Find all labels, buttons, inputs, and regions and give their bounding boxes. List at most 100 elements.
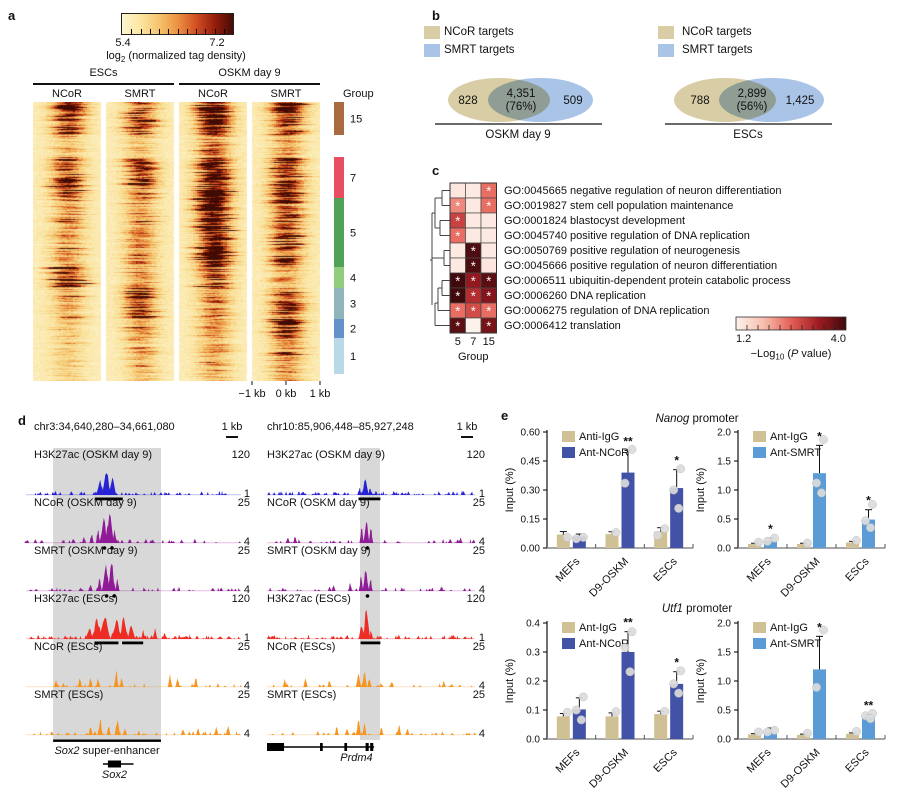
- svg-text:GO:0045666 positive regulation: GO:0045666 positive regulation of neuron…: [504, 260, 777, 272]
- svg-text:25: 25: [473, 641, 485, 653]
- escs-underline: [33, 83, 174, 85]
- smrt-targets-label-2: SMRT targets: [682, 44, 753, 56]
- svg-text:120: 120: [232, 593, 250, 605]
- svg-text:Nanog promoter: Nanog promoter: [655, 413, 738, 425]
- svg-text:1 kb: 1 kb: [457, 421, 478, 433]
- svg-text:NCoR (ESCs): NCoR (ESCs): [267, 641, 335, 653]
- panel-d-label: d: [18, 413, 26, 428]
- venn-diagrams: 828 4,351(76%) 509 OSKM day 9 788 2,899(56%) 1…: [435, 78, 832, 141]
- svg-text:1.5: 1.5: [717, 457, 731, 468]
- svg-text:H3K27ac (OSKM day 9): H3K27ac (OSKM day 9): [267, 449, 385, 461]
- svg-text:GO:0006260 DNA replication: GO:0006260 DNA replication: [504, 290, 646, 302]
- svg-text:*: *: [486, 319, 491, 334]
- svg-text:1.0: 1.0: [717, 486, 731, 497]
- svg-text:SMRT (OSKM day 9): SMRT (OSKM day 9): [267, 545, 371, 557]
- svg-text:*: *: [455, 319, 460, 334]
- svg-text:4: 4: [244, 728, 250, 740]
- smrt-targets-label: SMRT targets: [444, 44, 515, 56]
- panel-c-label: c: [432, 163, 440, 178]
- caption-rest: (normalized tag density): [125, 50, 246, 62]
- group-color-bar: 15 7 5 4 3 2 1: [334, 102, 362, 374]
- svg-text:GO:0019827 stem cell populatio: GO:0019827 stem cell population maintena…: [504, 200, 733, 212]
- svg-text:*: *: [486, 289, 491, 304]
- svg-text:SMRT (OSKM day 9): SMRT (OSKM day 9): [34, 545, 138, 557]
- svg-text:ESCs: ESCs: [733, 129, 763, 141]
- svg-text:D9-OSKM: D9-OSKM: [587, 556, 631, 600]
- colorbar-tick: [187, 29, 188, 34]
- svg-text:1.0: 1.0: [717, 677, 731, 688]
- column-label-ncor-esc: NCoR: [52, 88, 82, 100]
- svg-text:chr10:85,906,448–85,927,248: chr10:85,906,448–85,927,248: [267, 421, 414, 433]
- svg-text:1: 1: [350, 351, 356, 363]
- venn-OSKM day 9: 828 4,351(76%) 509 OSKM day 9: [435, 78, 602, 141]
- svg-text:*: *: [486, 274, 491, 289]
- svg-text:H3K27ac (ESCs): H3K27ac (ESCs): [34, 593, 118, 605]
- svg-text:0.1: 0.1: [526, 706, 540, 717]
- colorbar-tick: [215, 29, 216, 34]
- svg-text:Ant-NCoR: Ant-NCoR: [579, 638, 629, 650]
- svg-text:120: 120: [232, 449, 250, 461]
- svg-text:Prdm4: Prdm4: [340, 752, 372, 764]
- svg-text:0.5: 0.5: [717, 706, 731, 717]
- svg-text:1.5: 1.5: [717, 648, 731, 659]
- svg-text:1: 1: [479, 632, 485, 644]
- svg-text:0.00: 0.00: [521, 544, 541, 555]
- svg-text:4: 4: [244, 536, 250, 548]
- svg-text:MEFs: MEFs: [745, 555, 774, 584]
- go-term-heatmap: * GO:0045665 negative regulation of neuro…: [430, 182, 847, 363]
- svg-text:4: 4: [479, 728, 485, 740]
- svg-text:D9-OSKM: D9-OSKM: [587, 747, 631, 791]
- svg-text:1 kb: 1 kb: [222, 421, 243, 433]
- svg-text:Ant-SMRT: Ant-SMRT: [770, 447, 821, 459]
- colorbar-caption: log2 (normalized tag density): [66, 50, 286, 66]
- svg-text:*: *: [455, 214, 460, 229]
- svg-text:4: 4: [479, 536, 485, 548]
- svg-text:Ant-IgG: Ant-IgG: [579, 622, 617, 634]
- svg-text:25: 25: [473, 689, 485, 701]
- ncor-targets-label-2: NCoR targets: [682, 26, 752, 38]
- svg-text:1: 1: [244, 488, 250, 500]
- svg-text:25: 25: [238, 689, 250, 701]
- svg-text:1.2: 1.2: [736, 333, 751, 345]
- svg-text:Ant-IgG: Ant-IgG: [770, 431, 808, 443]
- svg-text:H3K27ac (ESCs): H3K27ac (ESCs): [267, 593, 351, 605]
- svg-text:*: *: [486, 184, 491, 199]
- svg-text:Ant-SMRT: Ant-SMRT: [770, 638, 821, 650]
- svg-text:1,425: 1,425: [786, 95, 815, 107]
- svg-text:2.0: 2.0: [717, 619, 731, 630]
- svg-text:1: 1: [479, 488, 485, 500]
- svg-text:NCoR (OSKM day 9): NCoR (OSKM day 9): [34, 497, 137, 509]
- svg-text:D9-OSKM: D9-OSKM: [779, 747, 823, 791]
- svg-text:NCoR (OSKM day 9): NCoR (OSKM day 9): [267, 497, 370, 509]
- smrt-targets-swatch: [424, 44, 440, 57]
- svg-text:*: *: [455, 229, 460, 244]
- svg-text:0.30: 0.30: [521, 486, 541, 497]
- region-Sox2: chr3:34,640,280–34,661,080 1 kb H3K27ac (O…: [24, 421, 250, 781]
- svg-text:OSKM day 9: OSKM day 9: [485, 129, 550, 141]
- svg-text:GO:0045740 positive regulation: GO:0045740 positive regulation of DNA re…: [504, 230, 750, 242]
- group-column-title: Group: [343, 88, 374, 100]
- ncor-targets-label: NCoR targets: [444, 26, 514, 38]
- svg-text:*: *: [455, 199, 460, 214]
- panel-e-label: e: [501, 408, 509, 423]
- condition-header-escs: ESCs: [89, 67, 118, 79]
- caption-sub: 2: [120, 55, 126, 65]
- svg-text:*: *: [768, 522, 773, 536]
- svg-text:H3K27ac (OSKM day 9): H3K27ac (OSKM day 9): [34, 449, 152, 461]
- svg-text:2: 2: [350, 324, 356, 336]
- svg-text:Input (%): Input (%): [504, 468, 516, 513]
- svg-text:Ant-NCoR: Ant-NCoR: [579, 447, 629, 459]
- svg-text:*: *: [455, 274, 460, 289]
- svg-text:MEFs: MEFs: [745, 746, 774, 775]
- chip-utf1-smrt: 0.0 0.5 1.0 1.5 2.0 Input (%) Ant-IgG Ant-SMRT M…: [695, 619, 886, 791]
- svg-text:25: 25: [473, 545, 485, 557]
- svg-text:**: **: [623, 616, 633, 630]
- svg-text:15: 15: [483, 336, 495, 348]
- svg-text:ESCs: ESCs: [843, 746, 872, 775]
- colorbar-tick: [168, 29, 169, 34]
- chip-nanog-ncor: 0.00 0.15 0.30 0.45 0.60 Input (%) Anti-IgG Ant…: [504, 428, 694, 600]
- svg-text:4.0: 4.0: [831, 333, 846, 345]
- svg-text:−Log10 (P value): −Log10 (P value): [751, 348, 832, 362]
- svg-text:Sox2 super-enhancer: Sox2 super-enhancer: [54, 745, 160, 757]
